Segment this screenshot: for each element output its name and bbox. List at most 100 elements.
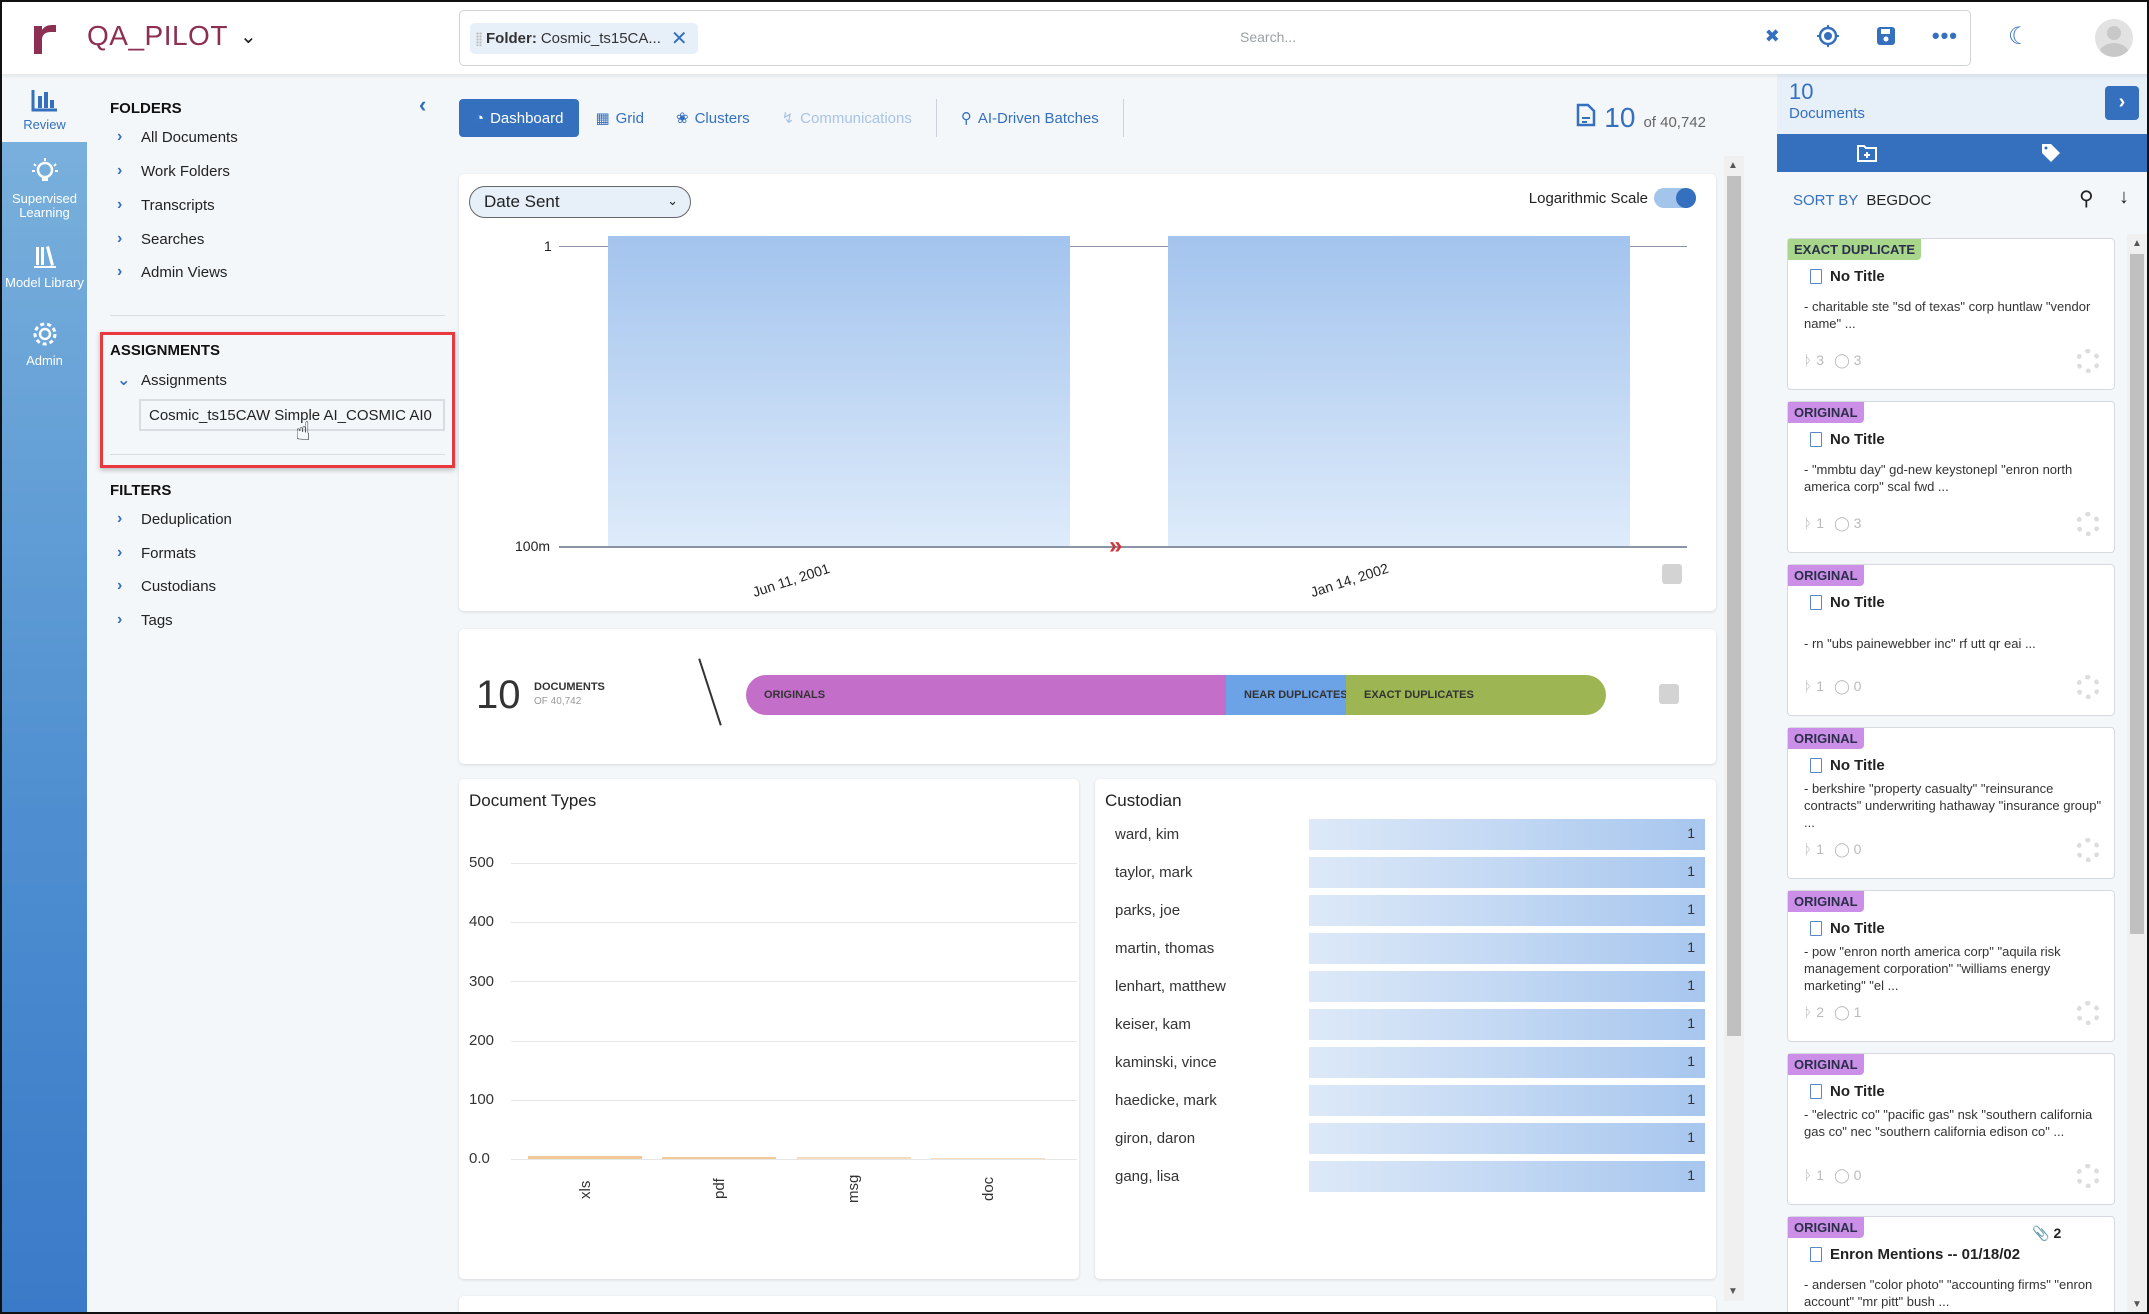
bar-doc[interactable]: [931, 1158, 1045, 1159]
custodian-count: 1: [1687, 1129, 1695, 1145]
document-meta: ᚦ 2 ◯ 1: [1804, 1004, 1861, 1021]
save-icon[interactable]: [1876, 26, 1896, 46]
tag-icon[interactable]: [2041, 143, 2061, 163]
filter-label: Tags: [141, 611, 173, 629]
search-bar[interactable]: Folder: Cosmic_ts15CA... ✕ Search... ✖ •…: [459, 10, 1971, 66]
tab-dashboard[interactable]: ◔ Dashboard: [459, 99, 580, 137]
custodian-row[interactable]: taylor, mark 1: [1115, 857, 1705, 889]
custodian-row[interactable]: parks, joe 1: [1115, 895, 1705, 927]
document-card[interactable]: ORIGINAL No Title - berkshire "property …: [1787, 727, 2115, 879]
cluster-icon: [2076, 838, 2100, 862]
filter-tags[interactable]: › Tags: [117, 611, 173, 629]
document-card[interactable]: ORIGINAL No Title - pow "enron north ame…: [1787, 890, 2115, 1042]
document-card[interactable]: ORIGINAL No Title - rn "ubs painewebber …: [1787, 564, 2115, 716]
main-scrollbar[interactable]: ▲ ▼: [1724, 156, 1744, 1301]
assignments-group[interactable]: ⌄ Assignments: [117, 370, 227, 390]
segment-originals[interactable]: ORIGINALS: [746, 675, 1226, 715]
chart-type-icon[interactable]: [1662, 564, 1682, 584]
document-card[interactable]: EXACT DUPLICATE No Title - charitable st…: [1787, 238, 2115, 390]
tab-ai-driven-batches[interactable]: ⚲ AI-Driven Batches: [945, 99, 1115, 137]
folder-admin-views[interactable]: › Admin Views: [117, 263, 227, 281]
folder-filter-chip[interactable]: Folder: Cosmic_ts15CA... ✕: [470, 23, 698, 54]
document-list-panel: 10 Documents › SORT BY BEGDOC ⚲ ↓ EXACT D…: [1777, 74, 2147, 1312]
custodian-count: 1: [1687, 939, 1695, 955]
expand-panel-button[interactable]: ›: [2105, 86, 2139, 120]
scroll-thumb[interactable]: [2130, 254, 2144, 934]
segment-exact-duplicates[interactable]: EXACT DUPLICATES: [1346, 675, 1606, 715]
target-icon[interactable]: [1816, 24, 1840, 48]
remove-chip-icon[interactable]: ✕: [670, 28, 688, 50]
tag-count-icon: ◯ 0: [1834, 678, 1862, 694]
search-input[interactable]: Search...: [1240, 29, 1297, 45]
folder-all-documents[interactable]: › All Documents: [117, 128, 238, 146]
rail-item-supervised-learning[interactable]: Supervised Learning: [2, 156, 87, 220]
bar-msg[interactable]: [797, 1157, 911, 1159]
panel-count: 10: [1789, 79, 1814, 104]
panel-header: 10 Documents ›: [1777, 74, 2147, 134]
scroll-down-icon[interactable]: ▼: [1728, 1286, 1738, 1297]
custodian-row[interactable]: martin, thomas 1: [1115, 933, 1705, 965]
dark-mode-icon[interactable]: ☾: [2008, 23, 2030, 50]
folder-label: Admin Views: [141, 263, 228, 281]
scroll-thumb[interactable]: [1727, 176, 1741, 1036]
scroll-down-icon[interactable]: ▼: [2132, 1299, 2142, 1310]
document-card[interactable]: ORIGINAL No Title - "electric co" "pacif…: [1787, 1053, 2115, 1205]
scroll-up-icon[interactable]: ▲: [2132, 238, 2142, 249]
rail-item-review[interactable]: Review: [2, 74, 87, 142]
custodian-row[interactable]: ward, kim 1: [1115, 819, 1705, 851]
add-to-folder-icon[interactable]: [1857, 144, 1877, 162]
custodian-row[interactable]: kaminski, vince 1: [1115, 1047, 1705, 1079]
tab-communications[interactable]: ↯ Communications: [766, 99, 928, 137]
custodian-count: 1: [1687, 1167, 1695, 1183]
tab-grid[interactable]: ▦ Grid: [579, 99, 660, 137]
bar-pdf[interactable]: [662, 1157, 776, 1159]
clear-search-icon[interactable]: ✖: [1764, 25, 1780, 46]
document-card[interactable]: ORIGINAL 📎 2 Enron Mentions -- 01/18/02 -…: [1787, 1216, 2115, 1312]
filter-formats[interactable]: › Formats: [117, 544, 196, 562]
sort-control[interactable]: SORT BY BEGDOC: [1793, 192, 1931, 209]
custodian-row[interactable]: haedicke, mark 1: [1115, 1085, 1705, 1117]
custodian-row[interactable]: lenhart, matthew 1: [1115, 971, 1705, 1003]
custodian-count: 1: [1687, 863, 1695, 879]
folder-searches[interactable]: › Searches: [117, 230, 204, 248]
sort-direction-icon[interactable]: ↓: [2119, 186, 2129, 208]
more-options-icon[interactable]: •••: [1931, 23, 1958, 48]
assignment-item[interactable]: Cosmic_ts15CAW Simple AI_COSMIC AI0: [139, 399, 445, 431]
file-icon: [1810, 269, 1822, 284]
date-field-select[interactable]: Date Sent ⌄: [469, 186, 691, 218]
y-tick: 200: [469, 1032, 495, 1049]
divider: [110, 454, 445, 455]
chart-type-icon[interactable]: [1659, 684, 1679, 704]
workspace-selector[interactable]: QA_PILOT ⌄: [87, 20, 257, 52]
lightbulb-icon: [31, 158, 58, 181]
filter-deduplication[interactable]: › Deduplication: [117, 510, 232, 528]
rail-label: Model Library: [5, 275, 84, 290]
search-icon[interactable]: ⚲: [2079, 188, 2094, 210]
scroll-up-icon[interactable]: ▲: [1728, 160, 1738, 171]
dedup-badge: ORIGINAL: [1788, 402, 1864, 423]
folder-work-folders[interactable]: › Work Folders: [117, 162, 230, 180]
filter-custodians[interactable]: › Custodians: [117, 577, 216, 595]
rail-item-admin[interactable]: Admin: [2, 320, 87, 368]
document-icon: [1577, 103, 1596, 127]
document-card[interactable]: ORIGINAL No Title - "mmbtu day" gd-new k…: [1787, 401, 2115, 553]
tab-clusters[interactable]: ❀ Clusters: [660, 99, 766, 137]
custodian-row[interactable]: keiser, kam 1: [1115, 1009, 1705, 1041]
custodian-name: taylor, mark: [1115, 864, 1193, 881]
user-avatar[interactable]: [2095, 19, 2133, 57]
rail-item-model-library[interactable]: Model Library: [2, 244, 87, 290]
gridline: [511, 863, 1077, 864]
panel-scrollbar[interactable]: ▲ ▼: [2127, 234, 2147, 1312]
bar-xls[interactable]: [528, 1156, 642, 1159]
collapse-sidebar-icon[interactable]: ‹: [419, 92, 427, 117]
timeline-card: Date Sent ⌄ Logarithmic Scale 1 100m » J…: [459, 174, 1716, 611]
custodian-row[interactable]: giron, daron 1: [1115, 1123, 1705, 1155]
log-scale-toggle[interactable]: [1654, 188, 1696, 208]
folder-transcripts[interactable]: › Transcripts: [117, 196, 215, 214]
segment-near-duplicates[interactable]: NEAR DUPLICATES: [1226, 675, 1346, 715]
drag-handle-icon[interactable]: [476, 31, 482, 46]
timeline-bar[interactable]: [1168, 236, 1630, 546]
timeline-bar[interactable]: [608, 236, 1070, 546]
custodian-row[interactable]: gang, lisa 1: [1115, 1161, 1705, 1193]
filter-label: Deduplication: [141, 510, 232, 528]
